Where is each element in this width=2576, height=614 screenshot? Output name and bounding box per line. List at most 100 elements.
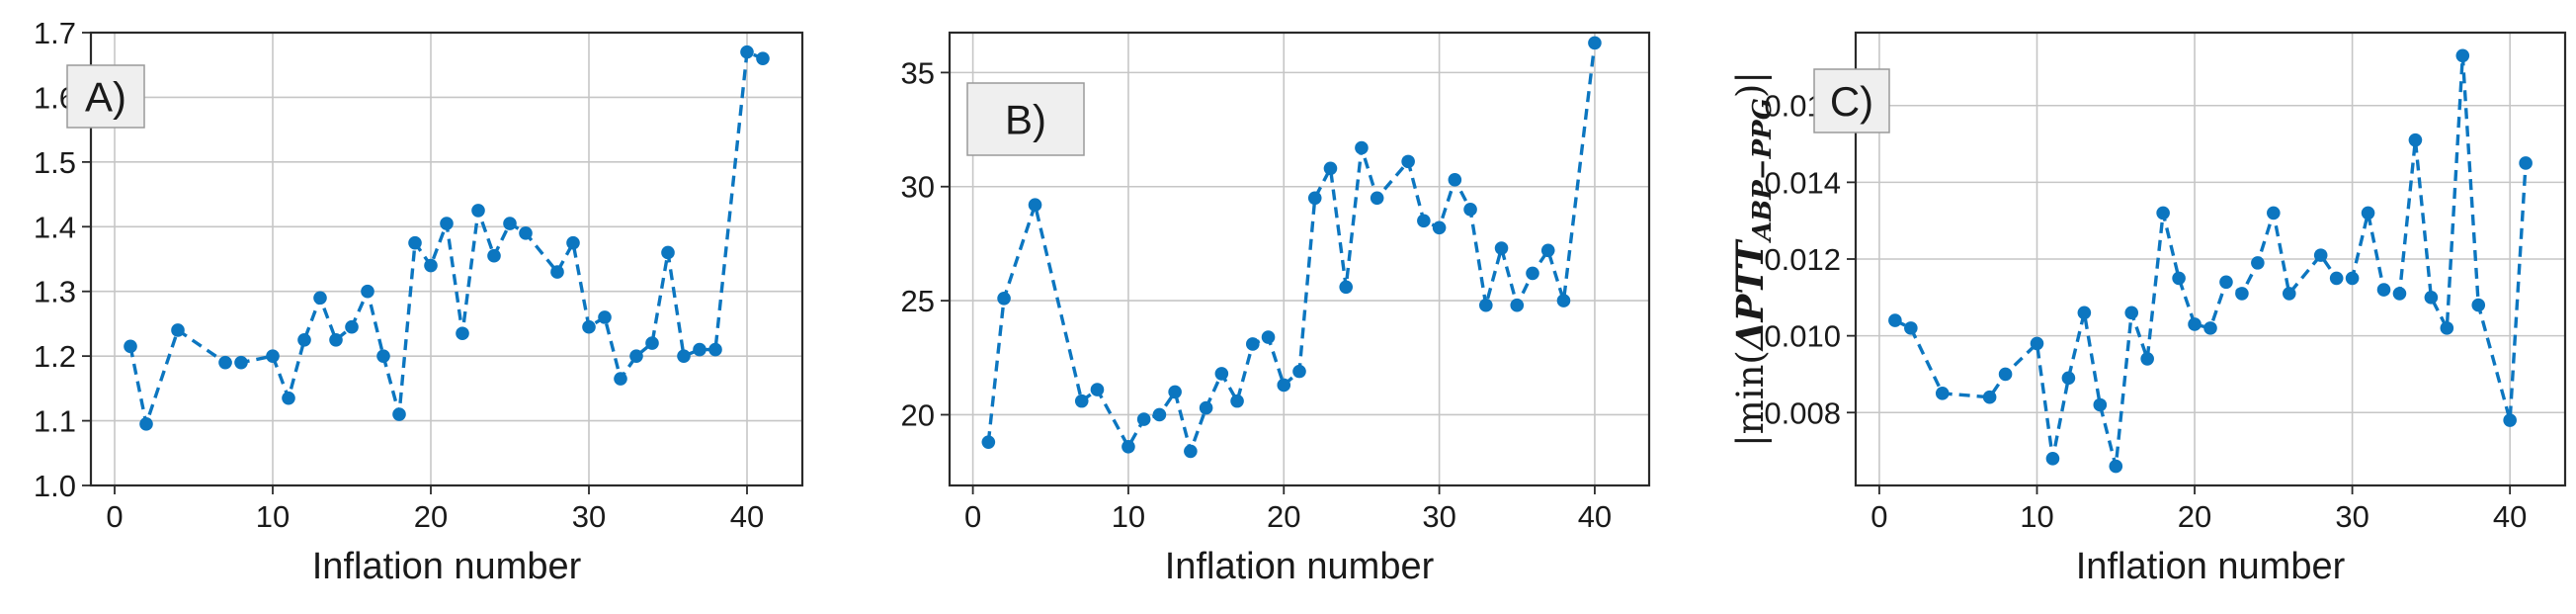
panel-label: A) — [85, 74, 126, 121]
data-point — [2440, 321, 2454, 335]
y-tick-label: 1.2 — [34, 339, 76, 374]
data-point — [629, 349, 643, 363]
data-point — [677, 349, 691, 363]
data-point — [2109, 459, 2123, 474]
y-tick-label: 25 — [901, 284, 935, 318]
y-label-subscript: ABP−PPG — [1748, 98, 1778, 244]
y-tick-label: 35 — [901, 55, 935, 90]
data-point — [2251, 256, 2265, 270]
data-point — [708, 342, 722, 357]
panel-label: C) — [1830, 78, 1873, 125]
data-point — [392, 407, 406, 421]
chart-a-canvas: 0 10 20 30 401.01.11.21.31.41.51.61.7A)Infla… — [34, 16, 804, 587]
chart-c-canvas: 0 10 20 30 400.0080.0100.0120.0140.016C)Infl… — [1728, 31, 2567, 587]
x-tick-label: 30 — [2335, 499, 2368, 534]
data-point — [1401, 154, 1415, 169]
data-point — [1168, 385, 1182, 399]
data-point — [2219, 275, 2233, 290]
data-point — [519, 226, 533, 240]
data-point — [1935, 387, 1950, 400]
y-tick-label: 1.3 — [34, 275, 76, 309]
data-point — [1463, 203, 1477, 217]
data-point — [2077, 306, 2092, 320]
x-tick-label: 30 — [572, 499, 606, 534]
x-tick-label: 10 — [2020, 499, 2053, 534]
data-point — [756, 51, 770, 65]
data-point — [997, 292, 1011, 306]
x-tick-label: 40 — [1578, 499, 1612, 534]
data-point — [1184, 444, 1198, 459]
x-axis-label: Inflation number — [312, 546, 582, 587]
y-axis-label: |min(ΔPTTABP−PPG)| — [1728, 71, 1778, 447]
data-point — [218, 355, 232, 370]
data-point — [1998, 367, 2013, 382]
data-point — [1355, 140, 1369, 155]
panel-label: B) — [1005, 97, 1046, 143]
y-label-suffix: )| — [1729, 71, 1772, 98]
x-tick-label: 0 — [106, 499, 123, 534]
data-point — [329, 332, 343, 347]
x-tick-label: 0 — [1870, 499, 1887, 534]
data-point — [614, 372, 627, 386]
data-point — [1307, 191, 1322, 206]
data-point — [2313, 248, 2328, 262]
y-tick-label: 1.7 — [34, 16, 76, 50]
data-point — [2156, 206, 2170, 220]
data-point — [361, 284, 374, 299]
data-point — [2424, 291, 2439, 305]
data-point — [171, 323, 185, 337]
panel-label-box — [66, 64, 145, 129]
data-point — [456, 326, 469, 341]
plot-border — [948, 31, 1651, 487]
panel-b: 0 10 20 30 40 20 25 30 35 B) Inflation number — [859, 0, 1717, 614]
data-point — [1090, 383, 1105, 396]
data-point — [740, 44, 754, 59]
data-point — [376, 349, 390, 363]
data-point — [645, 336, 659, 350]
data-point — [408, 235, 422, 250]
y-tick-label: 0.008 — [1764, 395, 1841, 430]
y-tick-label: 1.0 — [34, 469, 76, 503]
data-point — [2455, 48, 2470, 63]
data-point — [487, 248, 501, 263]
data-point — [2235, 287, 2249, 301]
x-axis-label: Inflation number — [1165, 546, 1435, 587]
data-point — [981, 435, 996, 449]
data-point — [2203, 321, 2217, 335]
panel-label-box — [1813, 68, 1890, 133]
data-point — [1199, 400, 1213, 415]
x-tick-label: 0 — [964, 499, 981, 534]
y-tick-label: 1.1 — [34, 404, 76, 439]
data-point — [234, 355, 248, 370]
data-point — [582, 319, 596, 334]
data-point — [2140, 352, 2154, 366]
data-point — [1526, 266, 1539, 281]
data-point — [1448, 173, 1462, 187]
data-point — [2030, 336, 2044, 351]
data-point — [598, 310, 612, 324]
panel-c: 0 10 20 30 40 0.008 0.010 0.012 0.014 0.016 C) Infl… — [1717, 0, 2576, 614]
data-point — [1556, 294, 1571, 307]
data-point — [1122, 439, 1135, 454]
data-point — [124, 339, 137, 354]
plot-border — [89, 31, 804, 487]
x-axis-label: Inflation number — [2076, 546, 2346, 587]
data-point — [2519, 156, 2533, 170]
data-point — [1417, 214, 1431, 228]
x-tick-label: 20 — [1267, 499, 1300, 534]
x-tick-label: 10 — [256, 499, 290, 534]
y-tick-label: 0.010 — [1764, 319, 1841, 354]
data-point — [2408, 132, 2423, 147]
x-tick-label: 10 — [1112, 499, 1145, 534]
data-point — [2471, 298, 2486, 312]
data-point — [1277, 378, 1291, 393]
data-point — [2188, 317, 2202, 331]
data-point — [1982, 390, 1997, 404]
data-point — [1432, 220, 1447, 235]
data-point — [1479, 298, 1493, 312]
data-point — [1246, 337, 1260, 351]
x-tick-label: 20 — [414, 499, 448, 534]
data-point — [313, 291, 327, 306]
data-point — [424, 258, 438, 273]
data-point — [503, 217, 517, 230]
